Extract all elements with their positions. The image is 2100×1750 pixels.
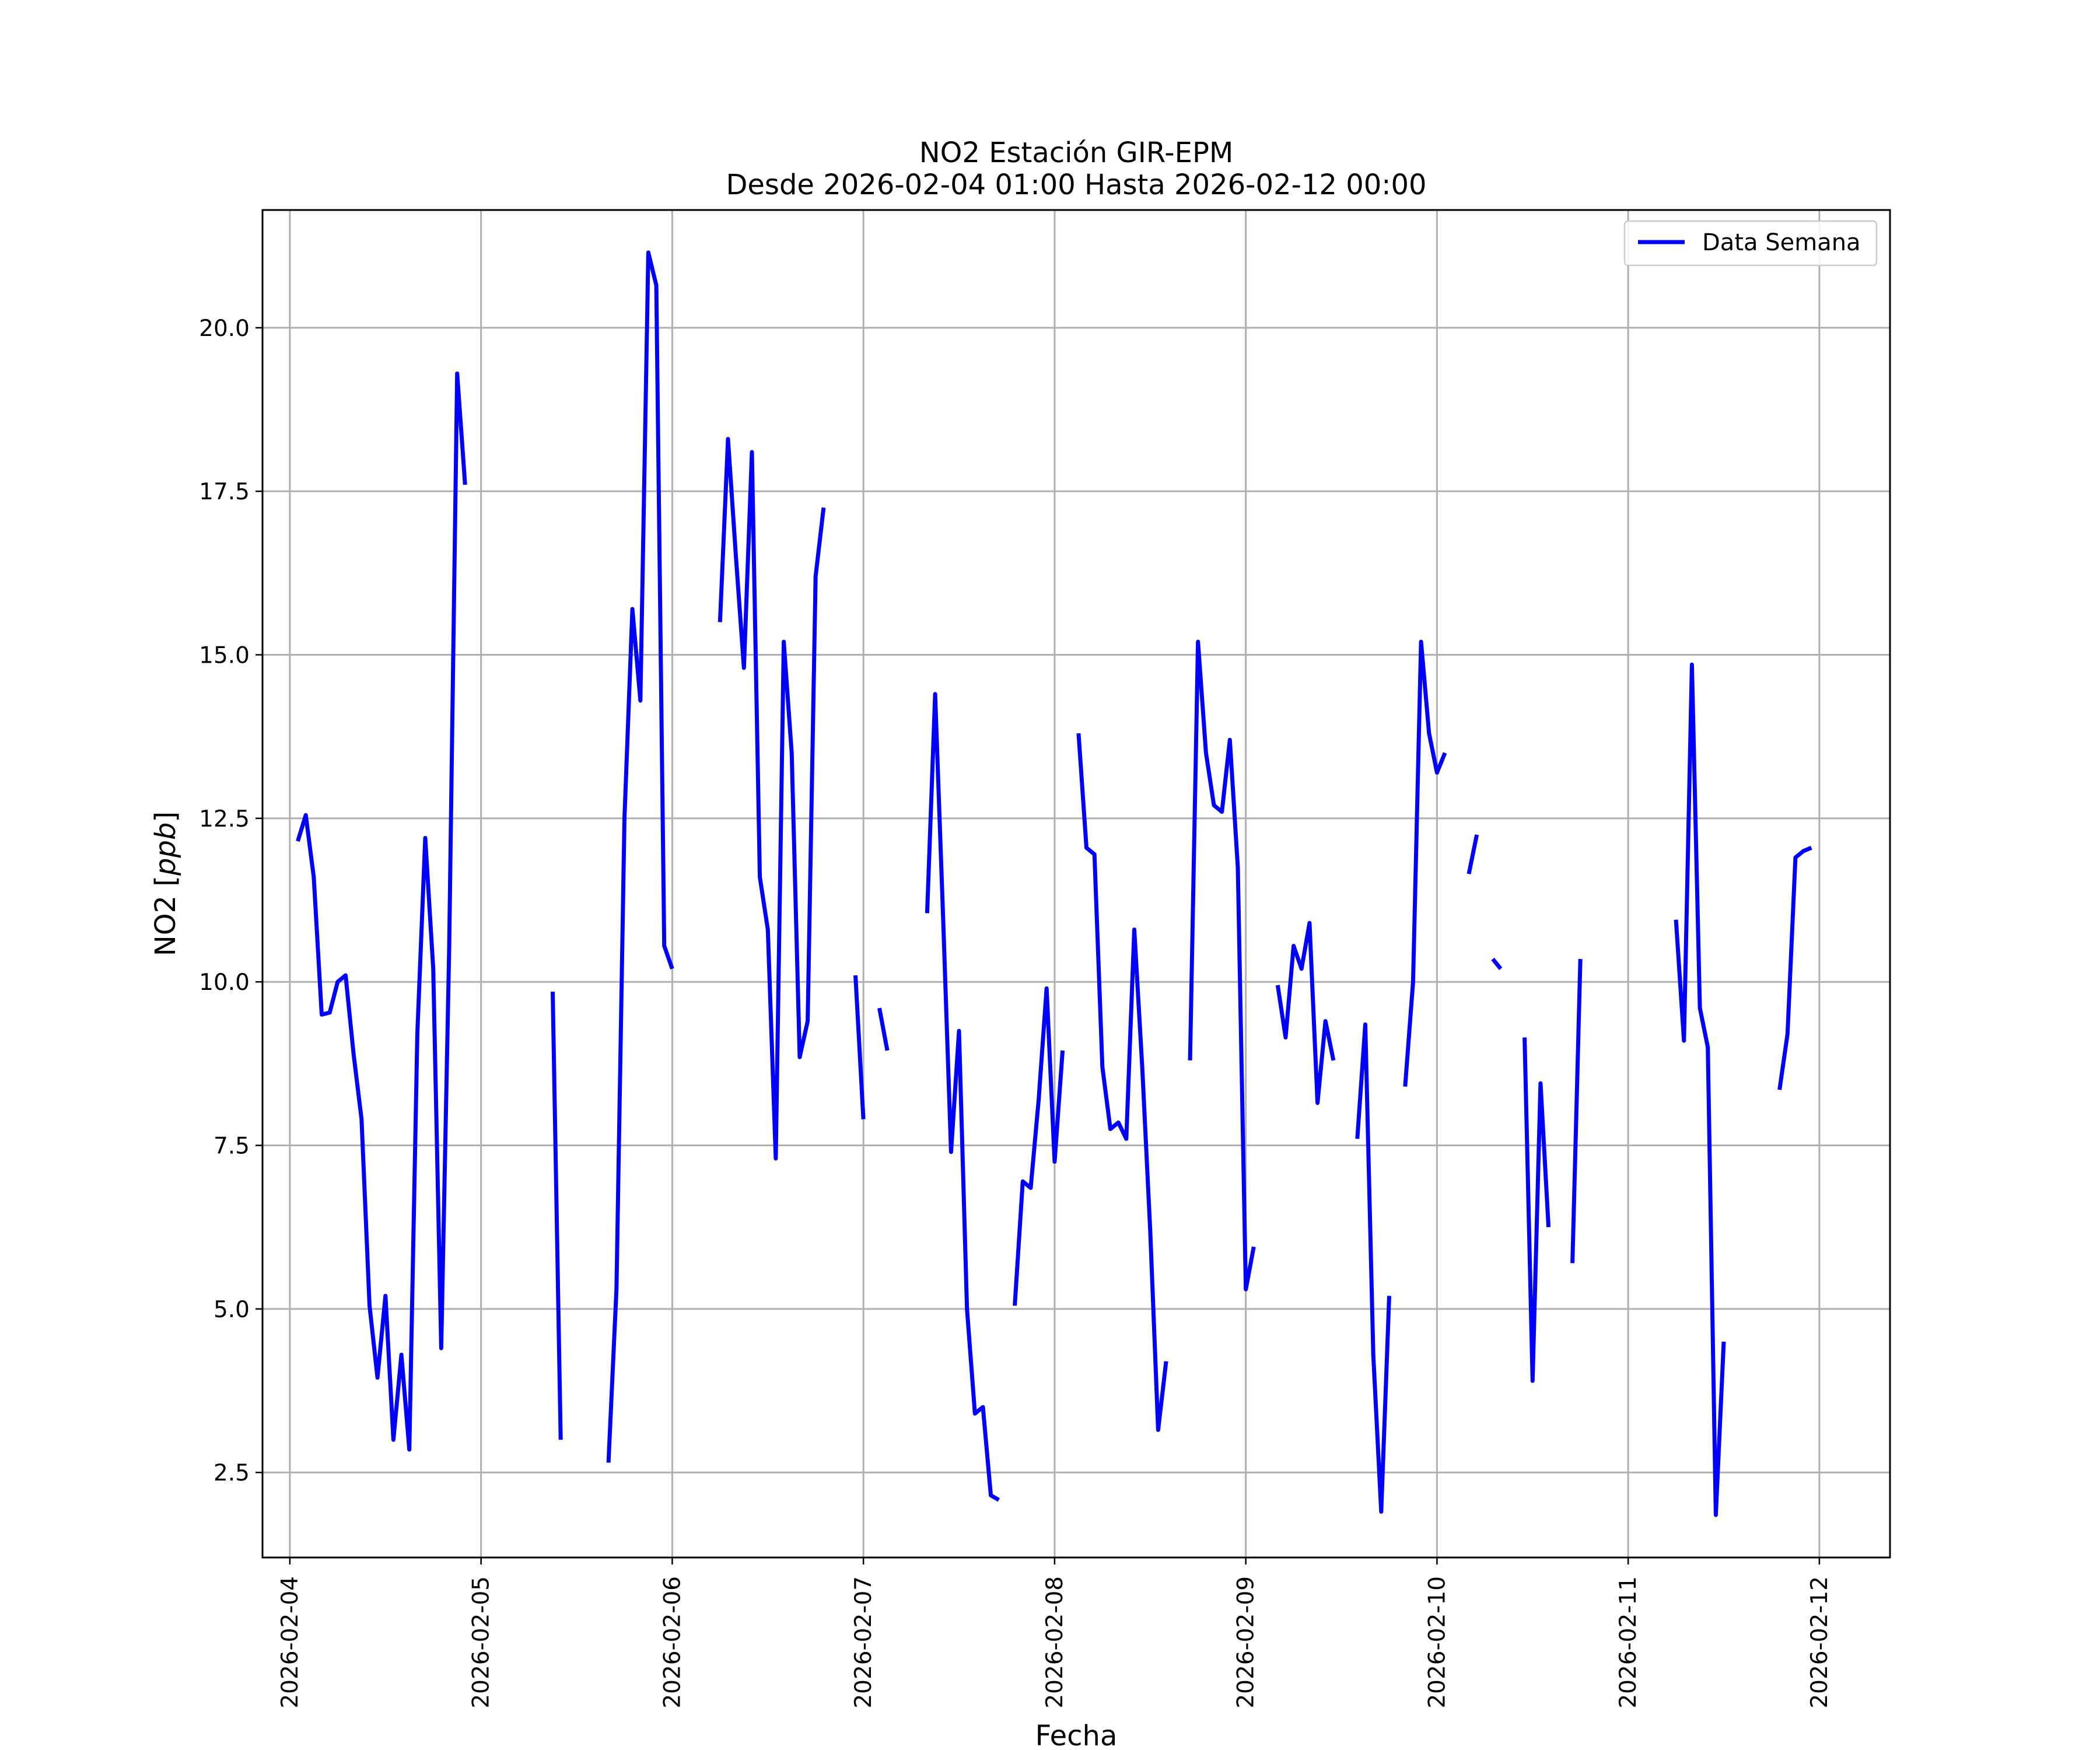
series-line-segment — [296, 371, 467, 1452]
series-line-segment — [1570, 958, 1583, 1264]
y-axis-label: NO2 [ppb] — [149, 811, 182, 956]
y-axis-label-unit: ppb — [149, 822, 182, 876]
y-tick-label: 17.5 — [199, 479, 250, 505]
series-line-segment — [1013, 986, 1065, 1306]
y-tick-label: 7.5 — [214, 1133, 250, 1160]
series-line-segment — [1674, 662, 1726, 1517]
x-tick-label: 2026-02-06 — [659, 1576, 685, 1709]
x-tick-label: 2026-02-05 — [468, 1576, 495, 1709]
x-tick-label: 2026-02-12 — [1807, 1576, 1833, 1709]
chart-subtitle: Desde 2026-02-04 01:00 Hasta 2026-02-12 … — [726, 169, 1426, 201]
series-line-segment — [1403, 639, 1447, 1087]
series-line-segment — [1275, 921, 1336, 1105]
y-tick-label: 20.0 — [199, 316, 250, 342]
series-line-segment — [853, 975, 866, 1119]
y-tick-label: 10.0 — [199, 970, 250, 996]
series-line-segment — [1777, 846, 1812, 1090]
series-line-segment — [1491, 957, 1503, 971]
series-line-segment — [925, 692, 1000, 1502]
x-tick-label: 2026-02-08 — [1042, 1576, 1068, 1709]
grid-layer — [262, 210, 1890, 1558]
y-tick-label: 5.0 — [214, 1297, 250, 1323]
series-line-segment — [1355, 1022, 1391, 1514]
series-line-segment — [877, 1007, 890, 1051]
x-tick-label: 2026-02-07 — [850, 1576, 877, 1709]
series-line-segment — [1466, 834, 1479, 874]
y-tick-label: 15.0 — [199, 643, 250, 669]
y-axis-label-prefix: NO2 [ — [149, 876, 182, 956]
y-tick-label: 2.5 — [214, 1460, 250, 1486]
legend-label: Data Semana — [1702, 229, 1861, 256]
y-axis-label-suffix: ] — [149, 811, 182, 822]
legend-box — [1623, 220, 1878, 267]
series-line-segment — [1522, 1037, 1551, 1383]
series-line-segment — [1076, 733, 1168, 1432]
x-tick-label: 2026-02-11 — [1615, 1576, 1642, 1709]
series-line-segment — [1188, 639, 1256, 1292]
x-tick-label: 2026-02-04 — [277, 1576, 303, 1709]
x-axis-label: Fecha — [1035, 1720, 1118, 1750]
series-line-segment — [718, 437, 826, 1161]
legend: Data Semana — [1623, 220, 1878, 267]
x-tick-label: 2026-02-10 — [1424, 1576, 1450, 1709]
series-line-segment — [551, 991, 563, 1440]
series-line-segment — [606, 250, 674, 1463]
x-tick-label: 2026-02-09 — [1233, 1576, 1259, 1709]
series-layer — [296, 250, 1812, 1517]
y-tick-label: 12.5 — [199, 806, 250, 832]
plot-frame — [261, 209, 1891, 1559]
tick-layer: 2026-02-04 2026-02-05 2026-02-06 2026-02-07… — [199, 316, 1833, 1709]
chart-title: NO2 Estación GIR-EPM — [919, 136, 1234, 169]
